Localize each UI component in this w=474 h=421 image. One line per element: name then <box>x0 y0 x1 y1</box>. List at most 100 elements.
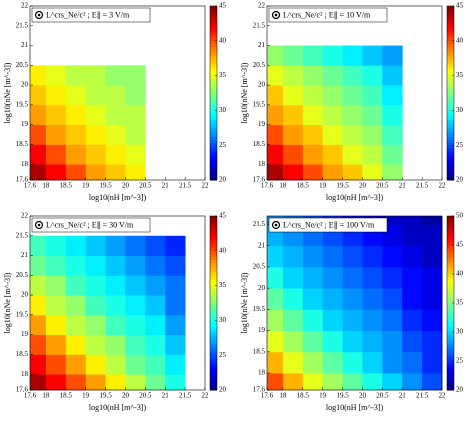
colorbar-step <box>447 329 454 333</box>
x-tick-label: 21.5 <box>416 182 429 190</box>
colorbar-step <box>210 297 217 301</box>
colorbar-step <box>447 72 454 77</box>
heat-cell <box>282 164 304 181</box>
heat-cell <box>422 224 443 247</box>
heat-cell <box>85 334 106 355</box>
heat-cell <box>267 104 284 126</box>
x-tick-label: 20.5 <box>376 392 389 400</box>
heat-cell <box>125 235 146 256</box>
colorbar-step <box>447 381 454 385</box>
label-icon-dot <box>37 223 41 227</box>
colorbar-step <box>210 346 217 350</box>
y-tick-label: 19 <box>258 120 266 128</box>
colorbar-step <box>210 35 217 39</box>
colorbar-tick-label: 30 <box>219 106 227 114</box>
heat-cell <box>402 330 423 353</box>
colorbar-step <box>210 124 217 129</box>
heat-cell <box>362 45 383 66</box>
colorbar-step <box>447 90 454 94</box>
colorbar-step <box>210 58 217 62</box>
heat-cell <box>382 164 403 181</box>
colorbar-step <box>210 285 217 289</box>
colorbar-step <box>210 55 217 59</box>
x-tick-label: 22 <box>202 182 210 190</box>
heat-cell <box>85 65 106 86</box>
colorbar-step <box>447 332 454 336</box>
x-tick-label: 20 <box>359 182 367 190</box>
colorbar-step <box>447 171 454 175</box>
heat-cell <box>382 104 403 126</box>
y-tick-label: 20 <box>258 81 266 89</box>
y-tick-label: 17.6 <box>16 176 29 184</box>
y-tick-label: 18.5 <box>16 350 29 358</box>
heat-cell <box>382 85 403 106</box>
colorbar-step <box>210 218 217 223</box>
colorbar-step <box>447 230 454 234</box>
heat-cell <box>45 124 67 145</box>
colorbar-step <box>210 227 217 231</box>
colorbar-step <box>447 98 454 103</box>
colorbar-step <box>210 6 217 10</box>
heat-cell <box>267 164 284 181</box>
y-tick-label: 18 <box>258 160 266 168</box>
heat-cell <box>65 85 87 106</box>
heat-cell <box>342 330 363 353</box>
colorbar-step <box>210 230 217 234</box>
colorbar-step <box>447 116 454 120</box>
colorbar-step <box>210 122 217 126</box>
colorbar-step <box>210 78 217 82</box>
colorbar-step <box>447 308 454 313</box>
colorbar-tick-label: 25 <box>219 351 227 359</box>
label-icon-dot <box>274 13 278 17</box>
colorbar-step <box>210 49 217 53</box>
colorbar-step <box>447 43 454 48</box>
colorbar-step <box>447 78 454 82</box>
colorbar-step <box>447 58 454 62</box>
colorbar-step <box>447 142 454 146</box>
colorbar-step <box>447 159 454 164</box>
colorbar-step <box>210 66 217 71</box>
heat-cell <box>145 354 166 375</box>
y-tick-label: 19 <box>258 326 266 334</box>
colorbar-tick-label: 40 <box>456 36 464 44</box>
colorbar-step <box>447 337 454 342</box>
heat-cell <box>362 373 383 391</box>
y-axis-label: log10(nNe [m^-3]) <box>240 62 249 123</box>
colorbar-step <box>447 95 454 100</box>
colorbar-step <box>447 110 454 114</box>
heat-cell <box>362 85 383 106</box>
y-axis-label: log10(nNe [m^-3]) <box>3 272 12 333</box>
colorbar-step <box>210 256 217 260</box>
heat-cell <box>402 216 423 225</box>
y-tick-label: 21 <box>258 241 266 249</box>
heat-cell <box>382 266 403 289</box>
colorbar-step <box>210 127 217 132</box>
y-tick-label: 21 <box>258 41 266 49</box>
colorbar-step <box>447 242 454 246</box>
colorbar-step <box>210 153 217 158</box>
heat-cell <box>30 235 47 256</box>
colorbar-step <box>210 288 217 292</box>
colorbar-tick-label: 20 <box>456 176 464 184</box>
colorbar-step <box>447 343 454 347</box>
x-tick-label: 18 <box>279 392 287 400</box>
colorbar-step <box>210 69 217 74</box>
colorbar-step <box>210 148 217 152</box>
heat-cell <box>322 351 343 374</box>
colorbar-step <box>447 262 454 266</box>
heat-cell <box>382 144 403 165</box>
colorbar-step <box>210 340 217 345</box>
colorbar-step <box>447 32 454 36</box>
heat-cell <box>322 288 343 310</box>
heat-cell <box>65 104 87 126</box>
heat-cell <box>105 85 126 106</box>
colorbar-step <box>447 384 454 388</box>
heat-cell <box>45 354 67 375</box>
heat-cell <box>282 65 304 86</box>
colorbar-step <box>210 159 217 164</box>
colorbar-step <box>210 320 217 324</box>
panel-label: L^crs_Ne/c² ; E∥ = 100 V/m <box>283 220 375 229</box>
colorbar-step <box>447 297 454 301</box>
colorbar-step <box>210 276 217 281</box>
heat-cell <box>85 235 106 256</box>
